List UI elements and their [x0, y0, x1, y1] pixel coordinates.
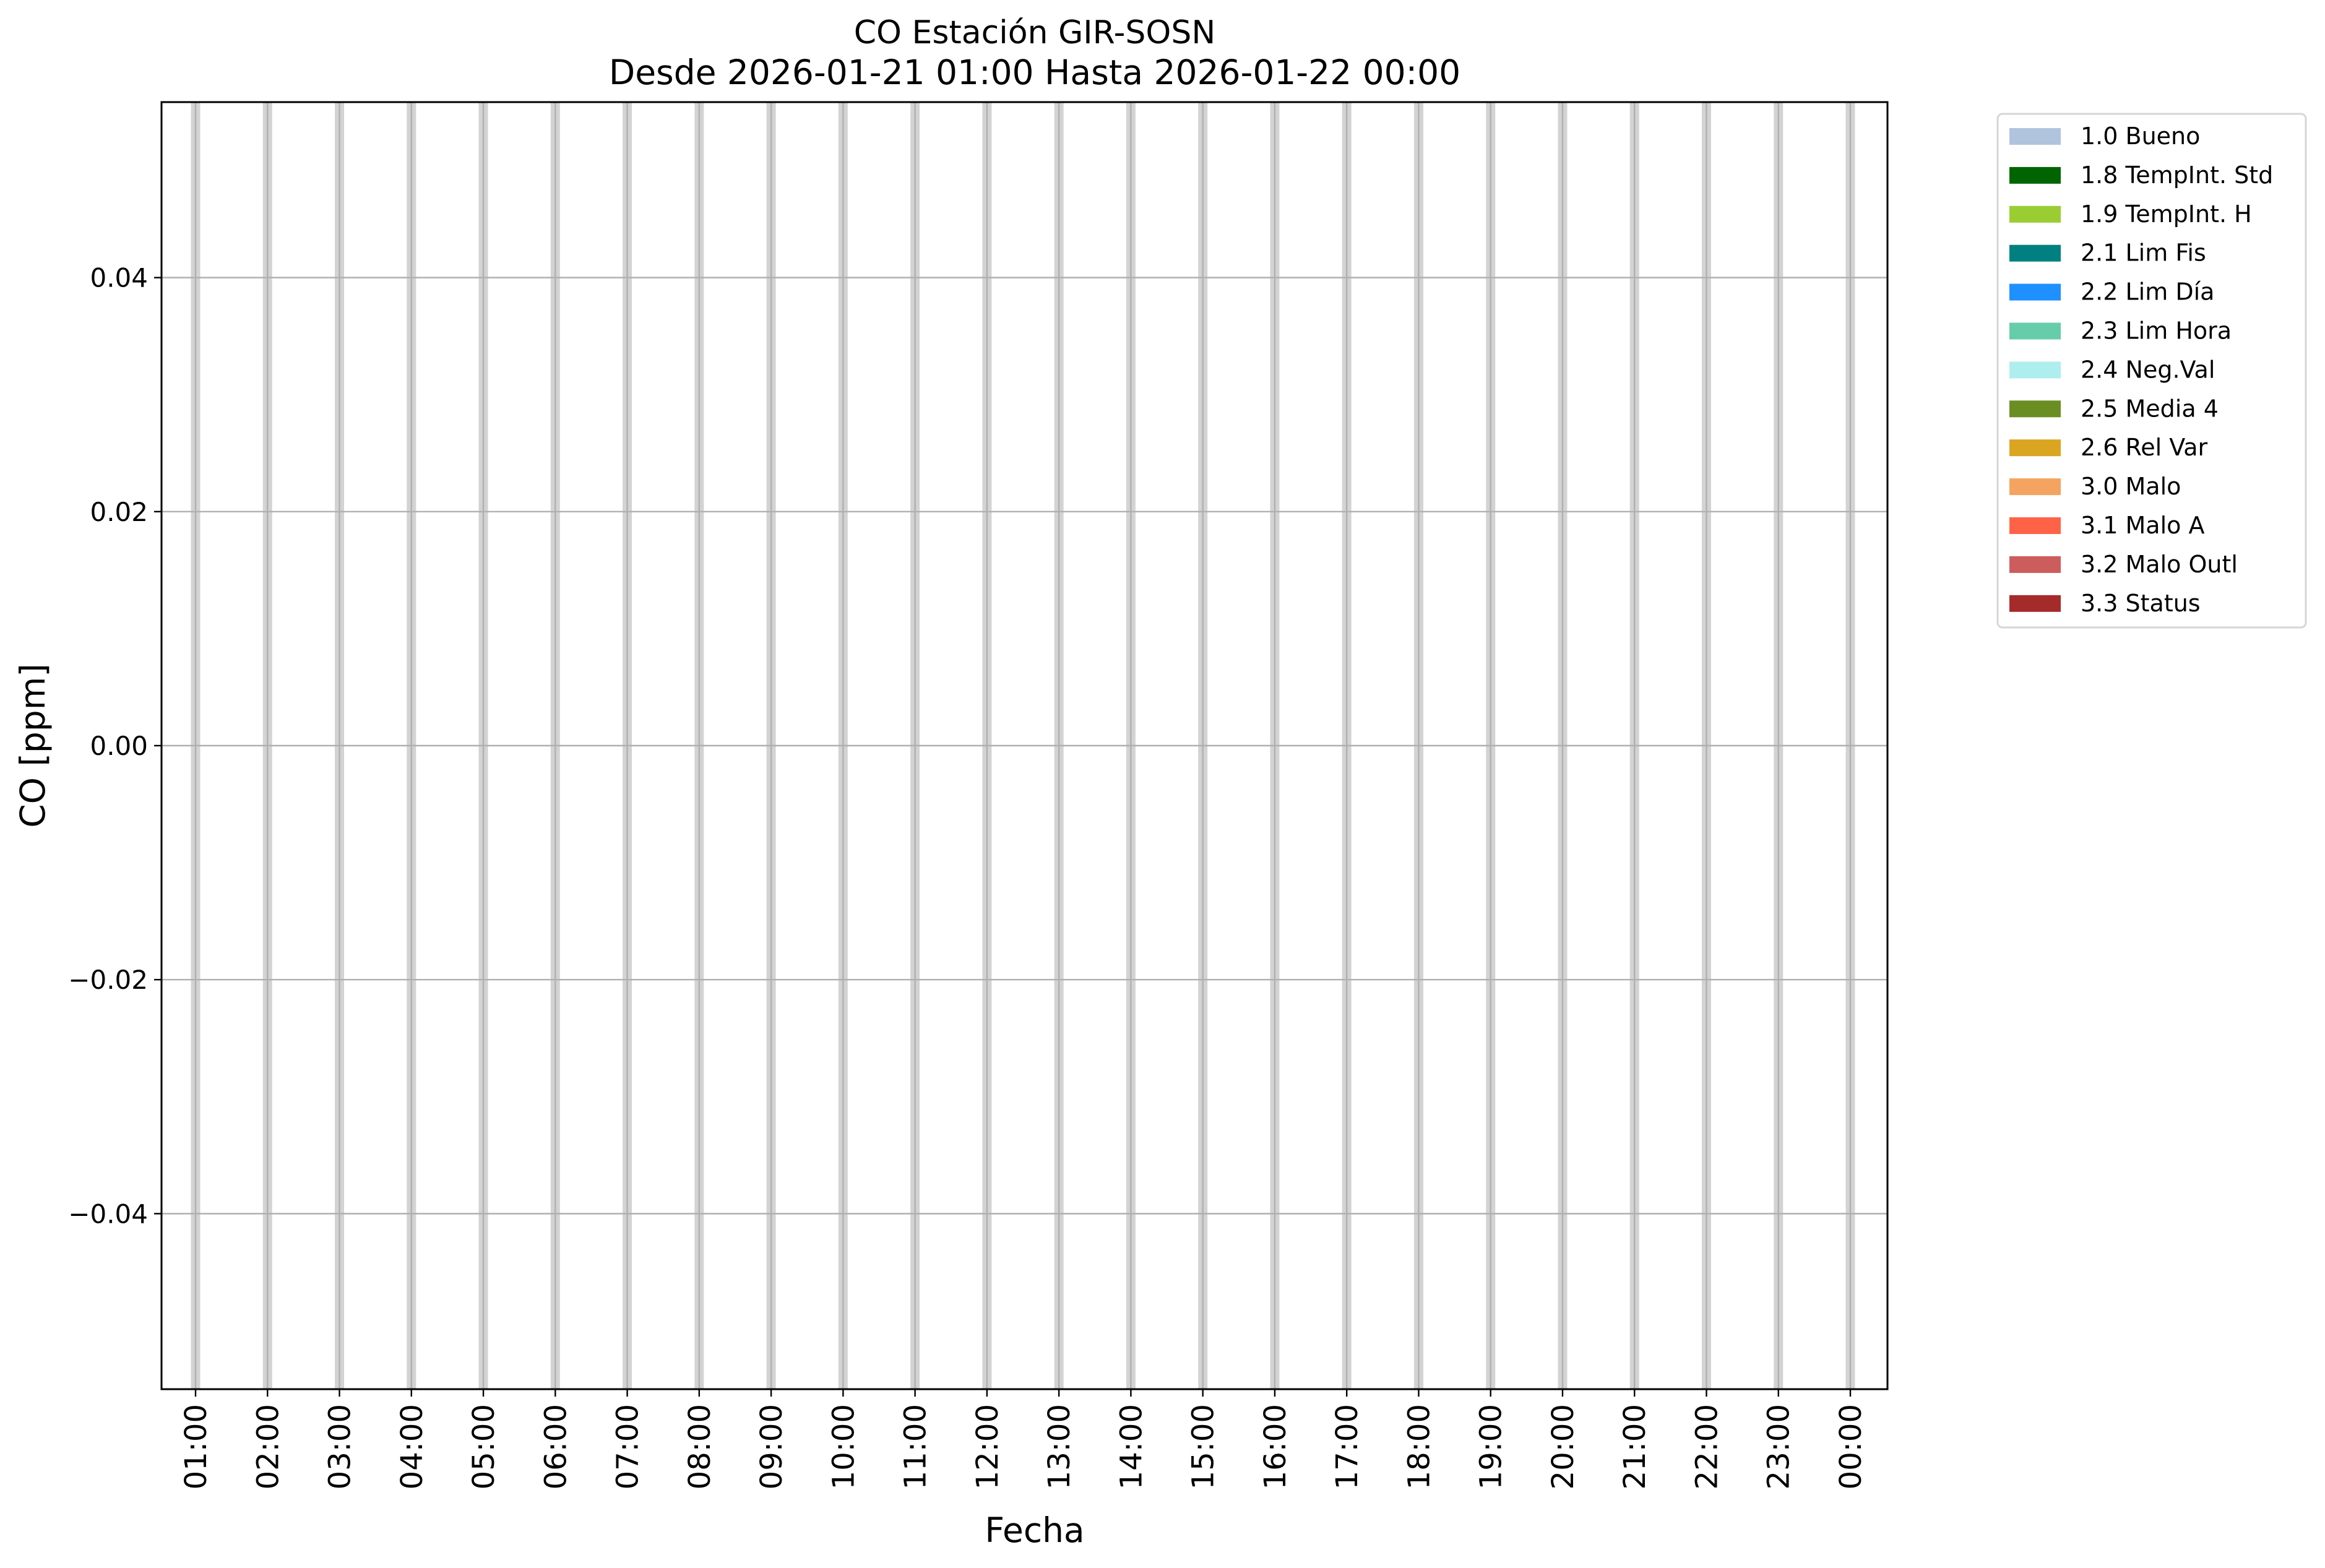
- x-tick-label: 13:00: [1042, 1404, 1077, 1489]
- x-tick-label: 20:00: [1546, 1404, 1581, 1489]
- legend-label: 3.3 Status: [2081, 590, 2201, 617]
- legend-swatch: [2009, 361, 2061, 379]
- legend-swatch: [2009, 400, 2061, 418]
- x-tick-label: 03:00: [323, 1404, 358, 1489]
- x-tick-label: 19:00: [1474, 1404, 1509, 1489]
- legend-swatch: [2009, 283, 2061, 301]
- y-tick-label: −0.02: [68, 965, 148, 995]
- x-tick-label: 09:00: [754, 1404, 789, 1489]
- legend-label: 2.2 Lim Día: [2081, 278, 2214, 306]
- x-tick-label: 07:00: [611, 1404, 645, 1489]
- legend-box: [1996, 113, 2307, 629]
- x-tick-label: 11:00: [899, 1404, 933, 1489]
- plot-area: −0.04 −0.02 0.00 0.02 0.04 01:00 02:00 03:00 04:…: [68, 101, 1889, 1489]
- legend-swatch: [2009, 322, 2061, 340]
- x-tick-label: 14:00: [1114, 1404, 1149, 1489]
- x-tick-label: 06:00: [538, 1404, 573, 1489]
- x-tick-label: 16:00: [1258, 1404, 1293, 1489]
- legend-swatch: [2009, 128, 2061, 145]
- legend-label: 1.8 TempInt. Std: [2081, 162, 2273, 189]
- legend-label: 2.4 Neg.Val: [2081, 356, 2215, 383]
- legend: 1.0 Bueno 1.8 TempInt. Std 1.9 TempInt. H 2…: [1996, 113, 2307, 629]
- legend-label: 2.1 Lim Fis: [2081, 239, 2206, 267]
- x-tick-label: 02:00: [251, 1404, 285, 1489]
- legend-label: 1.0 Bueno: [2081, 123, 2200, 150]
- x-tick-label: 10:00: [826, 1404, 861, 1489]
- legend-label: 2.5 Media 4: [2081, 395, 2219, 422]
- x-tick-label: 01:00: [179, 1404, 214, 1489]
- y-tick-label: −0.04: [68, 1199, 148, 1229]
- legend-swatch: [2009, 244, 2061, 262]
- legend-swatch: [2009, 205, 2061, 223]
- x-tick-label: 05:00: [467, 1404, 501, 1489]
- chart-title: CO Estación GIR-SOSN: [854, 14, 1216, 51]
- legend-label: 3.2 Malo Outl: [2081, 551, 2238, 578]
- legend-swatch: [2009, 478, 2061, 496]
- legend-swatch: [2009, 556, 2061, 573]
- x-tick-label: 08:00: [683, 1404, 717, 1489]
- x-tick-label: 12:00: [970, 1404, 1005, 1489]
- legend-label: 3.0 Malo: [2081, 473, 2181, 500]
- x-tick-label: 18:00: [1402, 1404, 1436, 1489]
- x-tick-label: 17:00: [1330, 1404, 1365, 1489]
- x-tick-label: 23:00: [1762, 1404, 1797, 1489]
- axes-frame: [160, 101, 1889, 1390]
- legend-swatch: [2009, 595, 2061, 612]
- x-tick-label: 21:00: [1618, 1404, 1652, 1489]
- legend-swatch: [2009, 517, 2061, 534]
- y-tick-label: 0.04: [90, 263, 148, 293]
- x-tick-label: 15:00: [1186, 1404, 1221, 1489]
- x-tick-label: 00:00: [1834, 1404, 1868, 1489]
- chart-subtitle: Desde 2026-01-21 01:00 Hasta 2026-01-22 …: [609, 53, 1460, 92]
- x-tick-label: 22:00: [1689, 1404, 1724, 1489]
- x-tick-label: 04:00: [395, 1404, 429, 1489]
- y-tick-label: 0.00: [90, 731, 148, 761]
- legend-label: 3.1 Malo A: [2081, 512, 2204, 539]
- legend-label: 1.9 TempInt. H: [2081, 200, 2252, 228]
- y-tick-label: 0.02: [90, 497, 148, 527]
- legend-label: 2.6 Rel Var: [2081, 434, 2208, 461]
- y-axis-label: CO [ppm]: [13, 663, 53, 828]
- legend-swatch: [2009, 439, 2061, 457]
- x-axis-label: Fecha: [985, 1510, 1084, 1550]
- legend-label: 2.3 Lim Hora: [2081, 317, 2232, 345]
- legend-swatch: [2009, 166, 2061, 184]
